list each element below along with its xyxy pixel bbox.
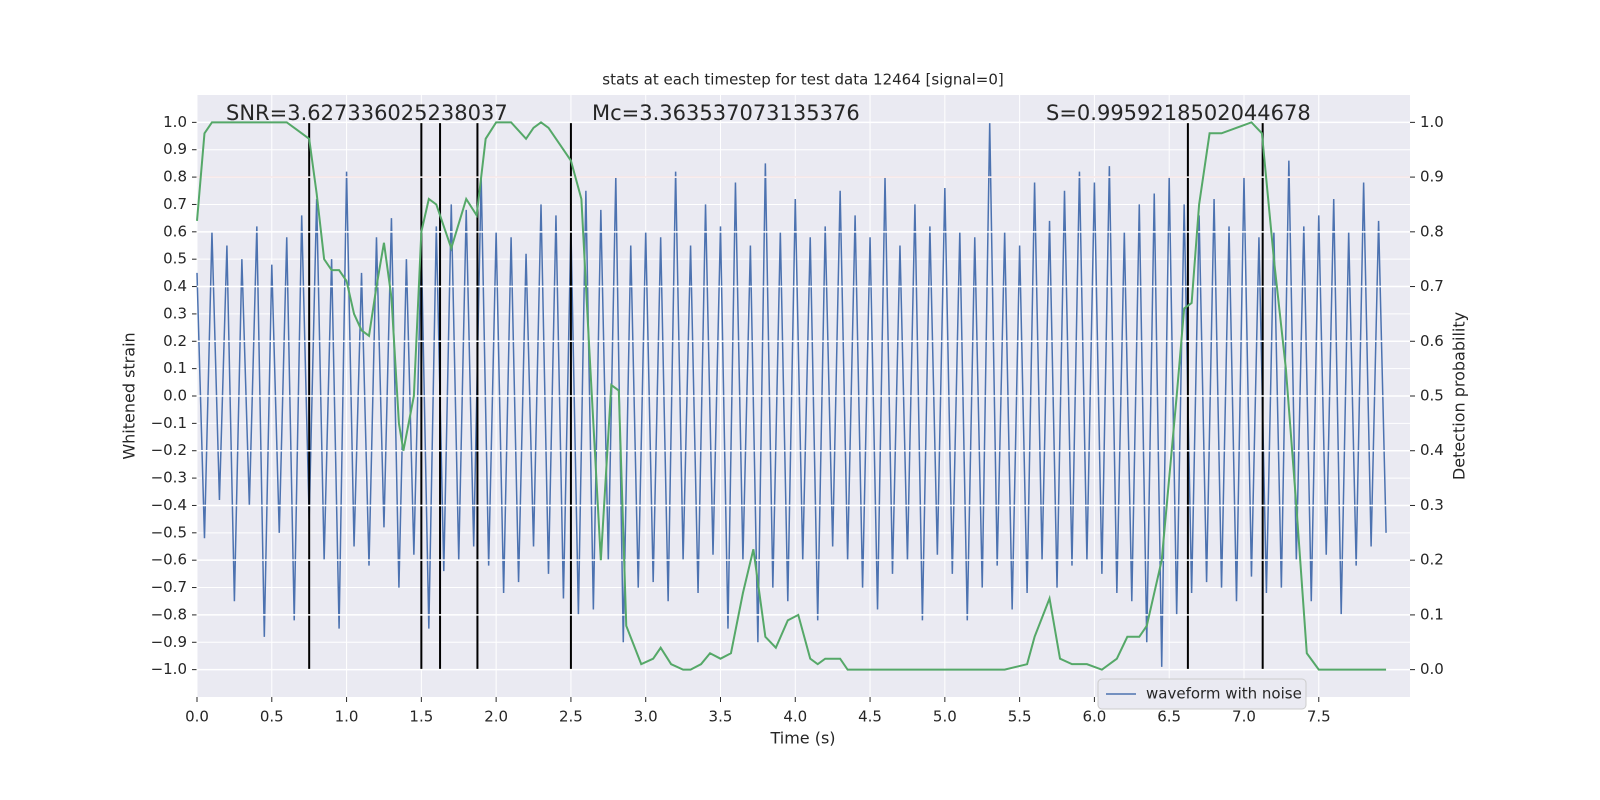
y-tick-label: −0.5 <box>151 523 187 541</box>
y-tick-label: 0.3 <box>163 304 187 322</box>
x-tick-label: 7.0 <box>1232 708 1256 726</box>
y-tick-label: −0.7 <box>151 578 187 596</box>
y2-axis-label: Detection probability <box>1450 312 1469 480</box>
x-tick-label: 5.0 <box>933 708 957 726</box>
x-axis-label: Time (s) <box>769 729 835 748</box>
y-tick-label: 0.9 <box>163 140 187 158</box>
y2-tick-label: 0.7 <box>1420 277 1444 295</box>
chart-title: stats at each timestep for test data 124… <box>602 71 1003 89</box>
y2-tick-label: 0.2 <box>1420 551 1444 569</box>
annotation: SNR=3.627336025238037 <box>226 101 508 125</box>
x-tick-label: 1.0 <box>335 708 359 726</box>
y-tick-label: 0.8 <box>163 168 187 186</box>
x-tick-label: 3.0 <box>634 708 658 726</box>
x-tick-label: 4.5 <box>858 708 882 726</box>
y-tick-label: 0.4 <box>163 277 187 295</box>
x-tick-label: 6.0 <box>1082 708 1106 726</box>
x-tick-label: 3.5 <box>709 708 733 726</box>
y2-tick-label: 0.4 <box>1420 441 1444 459</box>
y-tick-label: 0.1 <box>163 359 187 377</box>
x-tick-label: 2.5 <box>559 708 583 726</box>
y-tick-label: −0.3 <box>151 469 187 487</box>
y-tick-label: −0.8 <box>151 605 187 623</box>
y-tick-label: −0.4 <box>151 496 187 514</box>
x-tick-label: 0.5 <box>260 708 284 726</box>
y-tick-label: 0.0 <box>163 387 187 405</box>
data-line <box>196 121 1387 671</box>
x-tick-label: 2.0 <box>484 708 508 726</box>
x-tick-label: 0.0 <box>185 708 209 726</box>
y2-tick-label: 0.3 <box>1420 496 1444 514</box>
y-tick-label: 1.0 <box>163 113 187 131</box>
legend-box <box>1097 678 1307 710</box>
y-tick-label: 0.5 <box>163 250 187 268</box>
annotation: Mc=3.363537073135376 <box>592 101 860 125</box>
y-tick-label: 0.7 <box>163 195 187 213</box>
y-tick-label: 0.6 <box>163 222 187 240</box>
legend-label: waveform with noise <box>1146 685 1302 703</box>
x-tick-label: 1.5 <box>409 708 433 726</box>
y2-tick-label: 0.6 <box>1420 332 1444 350</box>
x-tick-label: 7.5 <box>1307 708 1331 726</box>
y2-tick-label: 1.0 <box>1420 113 1444 131</box>
y2-tick-label: 0.9 <box>1420 168 1444 186</box>
y-tick-label: −0.6 <box>151 551 187 569</box>
y-tick-label: −0.9 <box>151 633 187 651</box>
y-tick-label: −0.2 <box>151 441 187 459</box>
y2-tick-label: 0.8 <box>1420 222 1444 240</box>
y-tick-label: −0.1 <box>151 414 187 432</box>
annotation: S=0.9959218502044678 <box>1046 101 1311 125</box>
y2-tick-label: 0.0 <box>1420 660 1444 678</box>
x-tick-label: 6.5 <box>1157 708 1181 726</box>
x-tick-label: 5.5 <box>1008 708 1032 726</box>
y-tick-label: 0.2 <box>163 332 187 350</box>
x-tick-label: 4.0 <box>783 708 807 726</box>
y2-tick-label: 0.1 <box>1420 605 1444 623</box>
y-axis-label: Whitened strain <box>120 332 139 459</box>
y2-tick-label: 0.5 <box>1420 387 1444 405</box>
y-tick-label: −1.0 <box>151 660 187 678</box>
